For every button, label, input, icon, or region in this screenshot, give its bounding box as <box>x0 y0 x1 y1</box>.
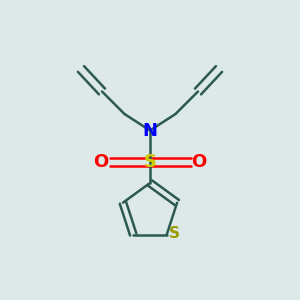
Text: O: O <box>94 153 109 171</box>
Text: N: N <box>142 122 158 140</box>
Text: O: O <box>191 153 206 171</box>
Text: S: S <box>143 153 157 171</box>
Text: S: S <box>169 226 180 242</box>
